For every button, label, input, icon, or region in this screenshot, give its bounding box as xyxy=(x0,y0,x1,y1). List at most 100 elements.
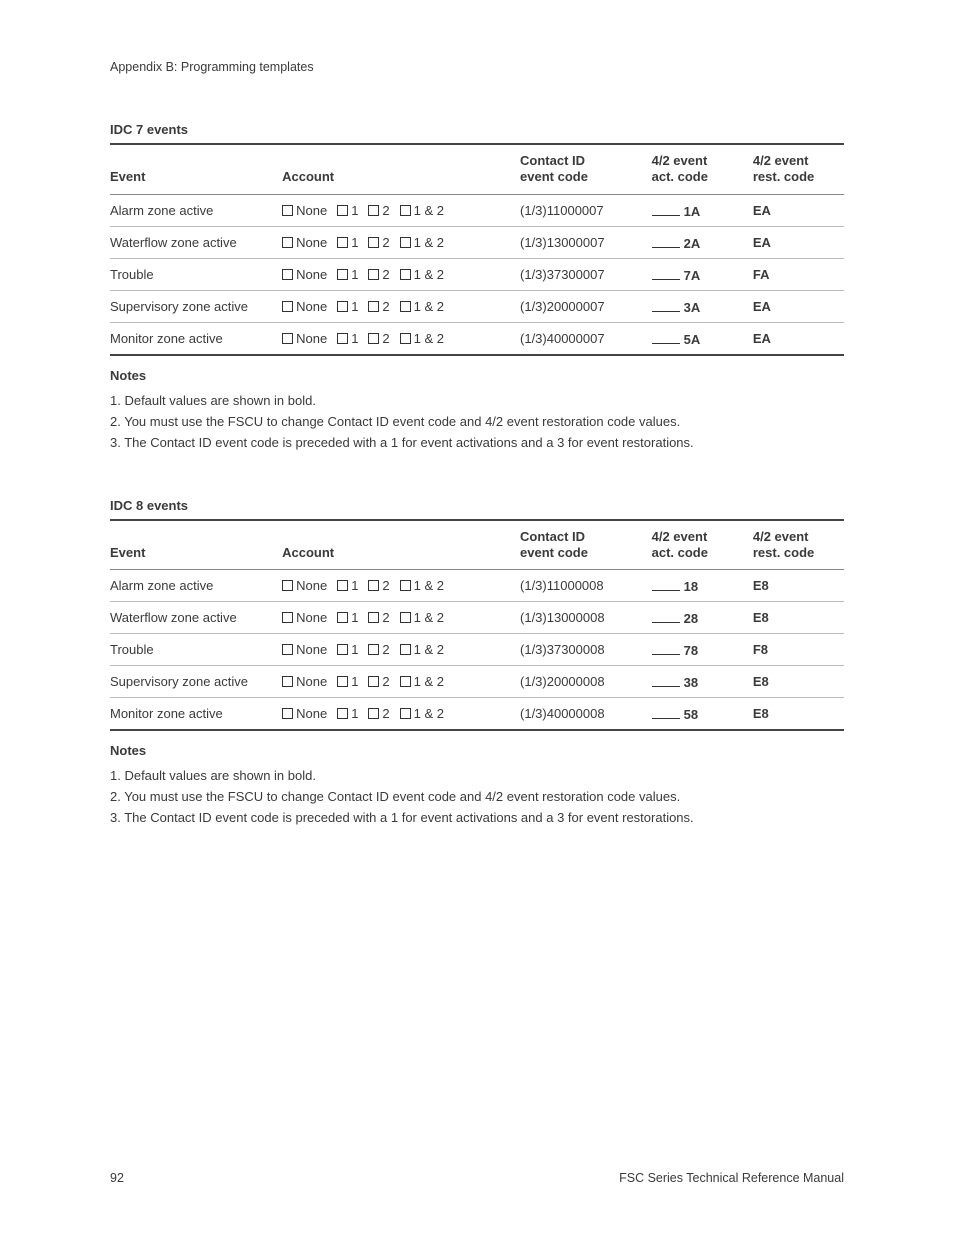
account-option[interactable]: 1 & 2 xyxy=(400,267,444,282)
checkbox-icon xyxy=(337,580,348,591)
account-option[interactable]: 2 xyxy=(368,674,389,689)
cell-act: 2A xyxy=(652,226,753,258)
account-option[interactable]: 1 & 2 xyxy=(400,235,444,250)
account-option[interactable]: 2 xyxy=(368,610,389,625)
cell-rest: E8 xyxy=(753,698,844,731)
checkbox-icon xyxy=(368,237,379,248)
checkbox-icon xyxy=(400,580,411,591)
cell-rest: F8 xyxy=(753,634,844,666)
account-option[interactable]: 1 xyxy=(337,610,358,625)
col-act: 4/2 eventact. code xyxy=(652,520,753,570)
account-option[interactable]: 1 xyxy=(337,299,358,314)
cell-act: 38 xyxy=(652,666,753,698)
page-number: 92 xyxy=(110,1171,124,1185)
cell-event: Waterflow zone active xyxy=(110,602,282,634)
account-option[interactable]: 2 xyxy=(368,267,389,282)
cell-act: 1A xyxy=(652,194,753,226)
checkbox-icon xyxy=(400,676,411,687)
checkbox-icon xyxy=(282,580,293,591)
cell-account: None 12 1 & 2 xyxy=(282,258,520,290)
account-option[interactable]: 1 & 2 xyxy=(400,642,444,657)
account-option[interactable]: 2 xyxy=(368,203,389,218)
account-option[interactable]: None xyxy=(282,203,327,218)
account-option[interactable]: None xyxy=(282,299,327,314)
page-footer: 92 FSC Series Technical Reference Manual xyxy=(110,1171,844,1185)
cell-event: Trouble xyxy=(110,634,282,666)
cell-event: Trouble xyxy=(110,258,282,290)
cell-event: Monitor zone active xyxy=(110,698,282,731)
account-option[interactable]: None xyxy=(282,267,327,282)
account-option[interactable]: None xyxy=(282,642,327,657)
table-row: Supervisory zone active None 12 1 & 2 (1/3… xyxy=(110,290,844,322)
note-item: 2. You must use the FSCU to change Conta… xyxy=(110,789,844,804)
checkbox-icon xyxy=(400,333,411,344)
checkbox-icon xyxy=(400,237,411,248)
checkbox-icon xyxy=(282,205,293,216)
cell-event: Supervisory zone active xyxy=(110,666,282,698)
account-option[interactable]: 1 & 2 xyxy=(400,331,444,346)
checkbox-icon xyxy=(337,644,348,655)
col-rest: 4/2 eventrest. code xyxy=(753,144,844,194)
table-header-row: Event Account Contact IDevent code 4/2 e… xyxy=(110,144,844,194)
account-option[interactable]: 1 & 2 xyxy=(400,578,444,593)
account-option[interactable]: None xyxy=(282,706,327,721)
account-option[interactable]: 2 xyxy=(368,642,389,657)
account-option[interactable]: 1 xyxy=(337,642,358,657)
account-option[interactable]: 1 & 2 xyxy=(400,610,444,625)
notes-list: 1. Default values are shown in bold.2. Y… xyxy=(110,768,844,825)
checkbox-icon xyxy=(368,676,379,687)
cell-rest: EA xyxy=(753,322,844,355)
account-option[interactable]: 2 xyxy=(368,235,389,250)
account-option[interactable]: None xyxy=(282,578,327,593)
account-option[interactable]: 1 xyxy=(337,674,358,689)
cell-rest: EA xyxy=(753,194,844,226)
table-row: Supervisory zone active None121 & 2 (1/3… xyxy=(110,666,844,698)
cell-event: Alarm zone active xyxy=(110,194,282,226)
account-option[interactable]: 1 xyxy=(337,203,358,218)
notes-list: 1. Default values are shown in bold.2. Y… xyxy=(110,393,844,450)
account-option[interactable]: 1 & 2 xyxy=(400,674,444,689)
col-account: Account xyxy=(282,520,520,570)
cell-account: None 12 1 & 2 xyxy=(282,698,520,731)
checkbox-icon xyxy=(368,269,379,280)
cell-cid: (1/3)11000008 xyxy=(520,570,652,602)
account-option[interactable]: None xyxy=(282,331,327,346)
account-option[interactable]: 1 xyxy=(337,235,358,250)
account-option[interactable]: 1 xyxy=(337,706,358,721)
table-row: Alarm zone active None121 & 2 (1/3)11000… xyxy=(110,570,844,602)
cell-cid: (1/3)20000007 xyxy=(520,290,652,322)
account-option[interactable]: None xyxy=(282,610,327,625)
cell-event: Supervisory zone active xyxy=(110,290,282,322)
checkbox-icon xyxy=(282,644,293,655)
checkbox-icon xyxy=(282,301,293,312)
account-option[interactable]: 2 xyxy=(368,706,389,721)
account-option[interactable]: 1 & 2 xyxy=(400,299,444,314)
checkbox-icon xyxy=(282,612,293,623)
account-option[interactable]: 1 & 2 xyxy=(400,203,444,218)
account-option[interactable]: 2 xyxy=(368,578,389,593)
cell-account: None 12 1 & 2 xyxy=(282,290,520,322)
table-row: Waterflow zone active None121 & 2 (1/3)1… xyxy=(110,226,844,258)
cell-account: None 12 1 & 2 xyxy=(282,570,520,602)
checkbox-icon xyxy=(368,580,379,591)
col-cid: Contact IDevent code xyxy=(520,144,652,194)
cell-event: Waterflow zone active xyxy=(110,226,282,258)
checkbox-icon xyxy=(400,644,411,655)
account-option[interactable]: 2 xyxy=(368,331,389,346)
account-option[interactable]: 1 & 2 xyxy=(400,706,444,721)
account-option[interactable]: 2 xyxy=(368,299,389,314)
account-option[interactable]: 1 xyxy=(337,331,358,346)
account-option[interactable]: None xyxy=(282,235,327,250)
note-item: 2. You must use the FSCU to change Conta… xyxy=(110,414,844,429)
table-row: Trouble None121 & 2 (1/3)37300008 78 F8 xyxy=(110,634,844,666)
events-table: Event Account Contact IDevent code 4/2 e… xyxy=(110,519,844,732)
note-item: 3. The Contact ID event code is preceded… xyxy=(110,810,844,825)
checkbox-icon xyxy=(400,205,411,216)
checkbox-icon xyxy=(368,301,379,312)
cell-cid: (1/3)40000008 xyxy=(520,698,652,731)
cell-act: 3A xyxy=(652,290,753,322)
account-option[interactable]: None xyxy=(282,674,327,689)
account-option[interactable]: 1 xyxy=(337,267,358,282)
checkbox-icon xyxy=(368,333,379,344)
account-option[interactable]: 1 xyxy=(337,578,358,593)
